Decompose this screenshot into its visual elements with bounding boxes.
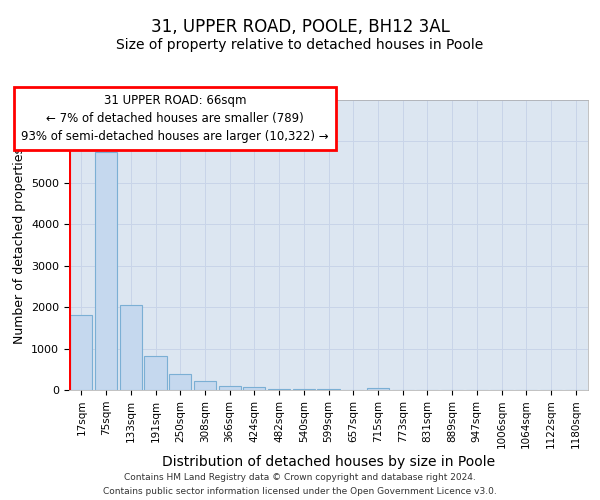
Bar — [145, 356, 167, 390]
Text: 31, UPPER ROAD, POOLE, BH12 3AL: 31, UPPER ROAD, POOLE, BH12 3AL — [151, 18, 449, 36]
Text: 31 UPPER ROAD: 66sqm
← 7% of detached houses are smaller (789)
93% of semi-detac: 31 UPPER ROAD: 66sqm ← 7% of detached ho… — [22, 94, 329, 143]
Bar — [268, 389, 290, 390]
Y-axis label: Number of detached properties: Number of detached properties — [13, 146, 26, 344]
Bar — [70, 316, 92, 390]
Bar — [367, 388, 389, 390]
Bar — [169, 374, 191, 390]
X-axis label: Distribution of detached houses by size in Poole: Distribution of detached houses by size … — [162, 456, 495, 469]
Bar — [243, 387, 265, 390]
Text: Contains HM Land Registry data © Crown copyright and database right 2024.: Contains HM Land Registry data © Crown c… — [124, 472, 476, 482]
Bar — [293, 389, 315, 390]
Bar — [95, 152, 117, 390]
Bar — [218, 386, 241, 390]
Text: Size of property relative to detached houses in Poole: Size of property relative to detached ho… — [116, 38, 484, 52]
Bar — [119, 305, 142, 390]
Bar — [194, 380, 216, 390]
Text: Contains public sector information licensed under the Open Government Licence v3: Contains public sector information licen… — [103, 488, 497, 496]
